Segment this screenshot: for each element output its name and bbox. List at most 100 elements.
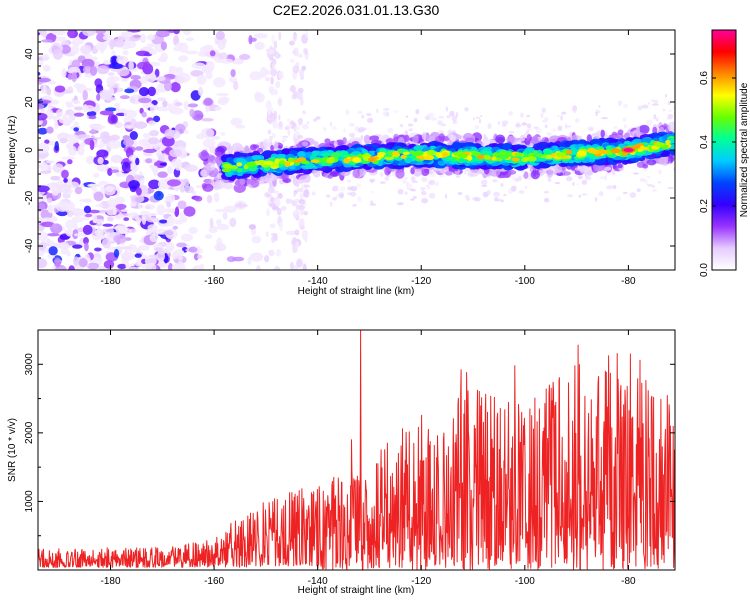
noise-cell — [115, 203, 127, 210]
noise-cell — [80, 44, 92, 55]
noise-cell — [636, 188, 641, 192]
noise-cell — [475, 116, 481, 120]
noise-cell — [345, 109, 350, 115]
noise-cell — [267, 115, 271, 121]
noise-cell — [451, 115, 458, 122]
noise-cell — [89, 65, 98, 76]
noise-cell — [455, 120, 458, 125]
noise-cell — [193, 253, 199, 261]
noise-cell — [174, 206, 180, 217]
noise-cell — [289, 58, 295, 64]
noise-cell — [130, 194, 145, 203]
signal-cell — [414, 150, 423, 156]
noise-cell — [287, 130, 291, 136]
noise-cell — [612, 185, 617, 189]
signal-cell — [369, 135, 380, 142]
noise-cell — [122, 50, 129, 56]
noise-cell — [209, 217, 214, 229]
noise-cell — [135, 50, 150, 57]
noise-cell — [269, 112, 276, 122]
noise-cell — [102, 223, 114, 227]
noise-cell — [332, 196, 337, 201]
signal-cell — [256, 141, 269, 149]
signal-cell — [268, 173, 277, 182]
noise-cell — [285, 230, 297, 236]
noise-cell — [645, 119, 653, 126]
signal-cell — [465, 137, 475, 144]
noise-cell — [46, 160, 55, 164]
noise-cell — [90, 129, 96, 135]
noise-cell — [675, 108, 679, 112]
noise-cell — [214, 209, 228, 213]
noise-cell — [622, 117, 627, 122]
noise-cell — [125, 168, 132, 172]
signal-cell — [522, 173, 528, 179]
noise-cell — [174, 102, 183, 107]
noise-cell — [202, 64, 208, 73]
noise-cell — [144, 72, 157, 83]
noise-cell — [277, 125, 284, 130]
noise-cell — [577, 175, 583, 180]
noise-cell — [645, 179, 648, 186]
noise-cell — [126, 266, 140, 270]
noise-cell — [88, 115, 97, 120]
noise-cell — [268, 186, 275, 194]
noise-cell — [153, 247, 164, 252]
noise-cell — [495, 198, 502, 202]
noise-cell — [457, 192, 463, 195]
signal-cell — [324, 138, 331, 144]
signal-cell — [597, 149, 608, 155]
noise-cell — [301, 65, 306, 71]
noise-cell — [572, 182, 575, 186]
noise-cell — [508, 130, 515, 134]
signal-cell — [281, 148, 290, 155]
signal-cell — [404, 134, 410, 143]
noise-cell — [130, 96, 136, 104]
noise-cell — [73, 256, 80, 266]
noise-cell — [634, 167, 637, 170]
signal-cell — [368, 157, 376, 162]
noise-cell — [85, 155, 96, 165]
noise-cell — [270, 68, 278, 77]
noise-cell — [222, 211, 228, 220]
noise-cell — [307, 193, 310, 196]
noise-cell — [127, 212, 140, 219]
noise-cell — [269, 223, 276, 229]
noise-cell — [535, 127, 542, 134]
noise-cell — [179, 185, 185, 193]
noise-cell — [480, 114, 483, 118]
noise-cell — [185, 37, 195, 42]
noise-cell — [218, 40, 224, 51]
noise-cell — [73, 127, 80, 132]
noise-cell — [287, 118, 291, 124]
signal-cell — [215, 151, 222, 157]
noise-cell — [560, 114, 563, 121]
noise-cell — [39, 60, 44, 67]
noise-cell — [446, 114, 451, 119]
signal-cell — [221, 168, 231, 173]
noise-cell — [256, 265, 261, 270]
noise-cell — [676, 171, 679, 173]
noise-cell — [296, 204, 300, 210]
noise-cell — [288, 40, 295, 46]
noise-cell — [272, 122, 279, 129]
noise-cell — [73, 112, 85, 117]
noise-cell — [125, 262, 130, 269]
signal-cell — [502, 142, 512, 150]
noise-cell — [265, 76, 270, 82]
noise-cell — [146, 217, 160, 223]
noise-cell — [89, 139, 95, 151]
signal-cell — [284, 161, 291, 168]
noise-cell — [275, 249, 282, 257]
noise-cell — [133, 67, 138, 73]
noise-cell — [357, 126, 365, 133]
noise-cell — [98, 180, 109, 186]
signal-cell — [428, 136, 436, 142]
noise-cell — [346, 179, 352, 183]
noise-cell — [554, 181, 561, 185]
signal-cell — [412, 134, 419, 144]
noise-cell — [543, 117, 549, 122]
noise-cell — [656, 117, 659, 122]
spectrogram-y-label: Frequency (Hz) — [7, 116, 18, 185]
signal-cell — [483, 154, 491, 160]
